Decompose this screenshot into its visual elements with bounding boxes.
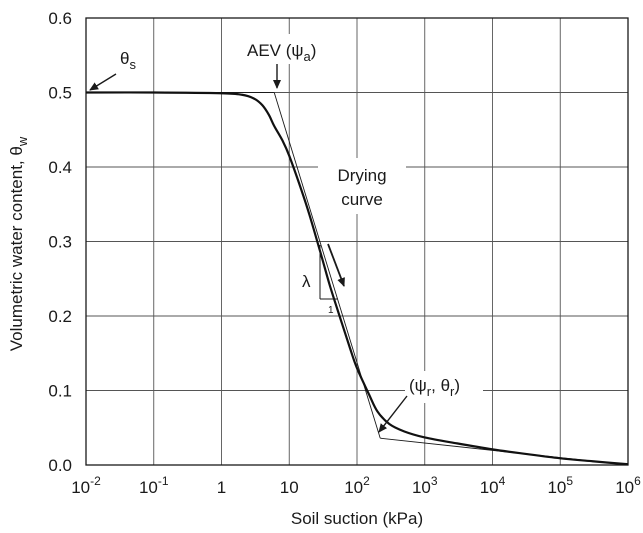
x-tick-label: 106 bbox=[615, 474, 641, 497]
svg-text:AEV (ψa): AEV (ψa) bbox=[247, 41, 316, 64]
theta-s-sub: s bbox=[129, 57, 136, 72]
residual-arrow bbox=[378, 395, 408, 433]
svg-text:(ψr, θr): (ψr, θr) bbox=[409, 376, 460, 399]
annotation-residual: (ψr, θr) bbox=[378, 371, 483, 433]
aev-main: AEV (ψ bbox=[247, 41, 304, 60]
x-tick-label: 105 bbox=[547, 474, 573, 497]
y-axis-title-sub: w bbox=[15, 136, 30, 147]
x-tick-label: 10-1 bbox=[139, 474, 169, 497]
annotation-theta-s: θs bbox=[89, 49, 136, 91]
lambda-label: λ bbox=[302, 272, 311, 291]
theta-s-arrow bbox=[89, 73, 117, 91]
y-tick-label: 0.5 bbox=[48, 84, 72, 103]
slope-triangle: λ 1 bbox=[302, 245, 338, 316]
aev-sub: a bbox=[304, 49, 312, 64]
svg-text:θs: θs bbox=[120, 49, 136, 72]
theta-s-main: θ bbox=[120, 49, 129, 68]
x-tick-label: 10 bbox=[280, 478, 299, 497]
annotation-aev: AEV (ψa) bbox=[242, 34, 347, 89]
y-axis-title-main: Volumetric water content, θ bbox=[7, 146, 26, 351]
y-tick-label: 0.6 bbox=[48, 9, 72, 28]
y-tick-labels: 0.0 0.1 0.2 0.3 0.4 0.5 0.6 bbox=[48, 9, 72, 475]
x-tick-label: 104 bbox=[480, 474, 506, 497]
y-tick-label: 0.1 bbox=[48, 382, 72, 401]
drying-label-line1: Drying bbox=[337, 166, 386, 185]
x-tick-labels: 10-2 10-1 1 10 102 103 104 105 106 bbox=[71, 474, 641, 497]
y-tick-label: 0.3 bbox=[48, 233, 72, 252]
slope-triangle-base-mark: 1 bbox=[328, 305, 334, 316]
x-tick-label: 102 bbox=[344, 474, 370, 497]
x-axis-title: Soil suction (kPa) bbox=[291, 509, 423, 528]
x-tick-label: 10-2 bbox=[71, 474, 101, 497]
drying-label-line2: curve bbox=[341, 190, 383, 209]
x-tick-label: 103 bbox=[412, 474, 438, 497]
aev-close: ) bbox=[311, 41, 317, 60]
drying-arrow bbox=[327, 243, 345, 287]
x-tick-label: 1 bbox=[217, 478, 226, 497]
grid-lines bbox=[85, 17, 629, 466]
y-tick-label: 0.0 bbox=[48, 456, 72, 475]
y-axis-title: Volumetric water content, θw bbox=[7, 136, 30, 351]
y-tick-label: 0.4 bbox=[48, 158, 72, 177]
series-group bbox=[85, 91, 629, 466]
drying-curve-line bbox=[85, 91, 629, 466]
y-tick-label: 0.2 bbox=[48, 307, 72, 326]
annotation-drying-curve: Drying curve bbox=[318, 158, 406, 287]
plot-frame bbox=[85, 17, 629, 466]
